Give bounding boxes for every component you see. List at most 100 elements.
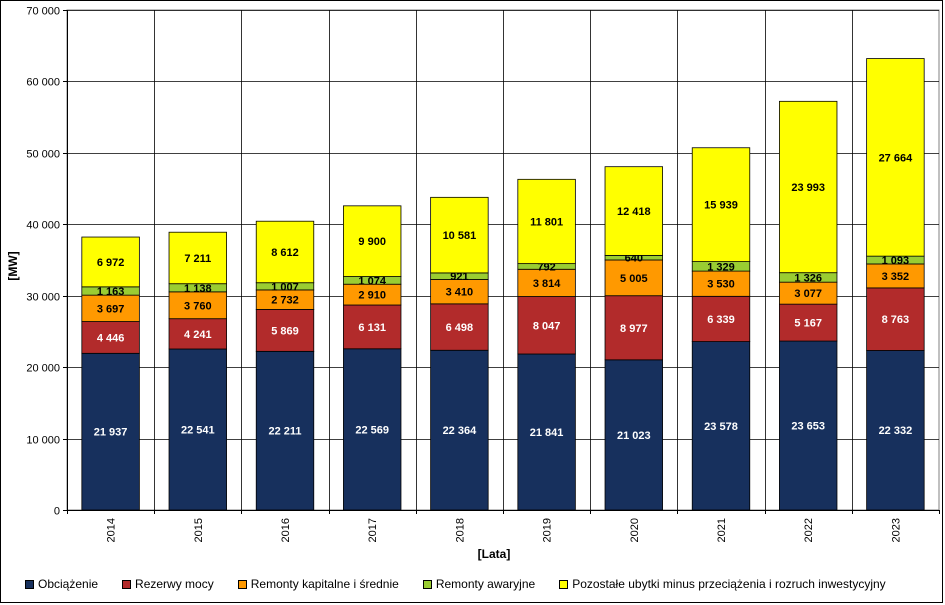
bar-segment-2020-2 — [604, 295, 663, 361]
data-label: 12 418 — [617, 206, 651, 218]
bar-segment-2019-1 — [517, 353, 576, 511]
data-label: 23 578 — [704, 421, 738, 433]
y-tick-label: 60 000 — [26, 77, 60, 89]
bar-segment-2015-2 — [168, 318, 227, 350]
data-label: 11 801 — [530, 216, 563, 228]
data-label: 6 339 — [707, 314, 735, 326]
y-tick-label: 40 000 — [26, 220, 60, 232]
x-tick-label: 2020 — [629, 518, 641, 542]
y-tick-label: 50 000 — [26, 149, 60, 161]
bar-segment-2016-1 — [255, 350, 315, 511]
axis-layer: 0 10 000 20 000 30 000 40 000 50 000 60 000 70 … — [26, 6, 940, 542]
data-label: 1 138 — [184, 283, 212, 295]
data-label: 2 732 — [271, 295, 299, 307]
data-label: 9 900 — [358, 236, 386, 248]
bar-segment-2018-5 — [430, 196, 489, 274]
bar-segment-2019-3 — [517, 268, 576, 297]
data-label: 3 697 — [97, 303, 125, 315]
x-tick-label: 2014 — [106, 518, 118, 542]
y-tick-label: 30 000 — [26, 292, 60, 304]
x-tick-label: 2016 — [280, 518, 292, 542]
legend-swatch — [122, 579, 132, 589]
legend-item: Rezerwy mocy — [122, 577, 214, 591]
x-tick-label: 2021 — [716, 518, 728, 542]
bar-segment-2022-1 — [779, 340, 838, 511]
x-tick-label: 2019 — [542, 518, 554, 542]
data-label: 8 612 — [271, 247, 299, 259]
bar-segment-2014-2 — [81, 321, 140, 354]
legend-item: Obciążenie — [25, 577, 98, 591]
data-label: 21 023 — [617, 430, 651, 442]
bar-segment-2016-2 — [255, 309, 315, 352]
data-label: 15 939 — [704, 200, 738, 212]
legend: Obciążenie Rezerwy mocy Remonty kapitalne … — [25, 577, 910, 591]
data-label: 1 163 — [97, 286, 125, 298]
x-tick-label: 2015 — [193, 518, 205, 542]
data-label: 8 763 — [882, 314, 910, 326]
legend-label: Remonty awaryjne — [435, 577, 536, 591]
bar-segment-2014-1 — [81, 352, 140, 511]
bar-segment-2019-2 — [517, 296, 576, 355]
data-label: 6 498 — [446, 322, 474, 334]
legend-label: Pozostałe ubytki minus przeciążenia i ro… — [572, 577, 886, 591]
y-tick-label: 10 000 — [26, 435, 60, 447]
bar-segment-2021-5 — [691, 147, 751, 262]
data-label: 21 841 — [530, 427, 564, 439]
bar-segment-2020-5 — [604, 166, 663, 256]
legend-label: Obciążenie — [38, 577, 99, 591]
data-label: 1 329 — [707, 261, 735, 273]
data-label: 2 910 — [358, 290, 386, 302]
bar-segment-2015-1 — [168, 348, 227, 511]
bar-segment-2016-5 — [255, 220, 315, 284]
data-label: 5 167 — [794, 318, 822, 330]
x-tick-label: 2022 — [803, 518, 815, 542]
bar-segment-2023-5 — [866, 58, 925, 257]
legend-item: Remonty kapitalne i średnie — [237, 577, 399, 591]
legend-swatch — [25, 579, 34, 589]
data-label: 22 332 — [879, 425, 913, 437]
legend-label: Remonty kapitalne i średnie — [250, 577, 399, 591]
data-label: 1 326 — [794, 272, 822, 284]
x-tick-label: 2017 — [367, 518, 379, 542]
data-label: 5 869 — [271, 325, 299, 337]
data-label: 22 364 — [443, 425, 478, 437]
data-label: 3 410 — [446, 287, 474, 299]
bar-segment-2017-5 — [343, 205, 402, 277]
data-label: 23 993 — [791, 182, 825, 194]
bar-segment-2017-1 — [343, 348, 402, 511]
bar-segment-2023-2 — [866, 287, 925, 351]
bar-segment-2020-3 — [604, 259, 663, 297]
data-label: 4 446 — [97, 332, 125, 344]
data-label: 23 653 — [791, 421, 825, 433]
legend-item: Pozostałe ubytki minus przeciążenia i ro… — [559, 577, 886, 591]
bar-segment-2022-2 — [779, 303, 838, 342]
data-label: 3 760 — [184, 300, 212, 312]
bar-segment-2023-1 — [866, 350, 925, 511]
data-label: 27 664 — [879, 152, 914, 164]
data-label: 3 814 — [533, 278, 561, 290]
data-label: 1 093 — [882, 255, 910, 267]
legend-swatch — [559, 579, 569, 589]
data-label: 1 007 — [271, 281, 299, 293]
data-label: 22 569 — [355, 424, 389, 436]
legend-label: Rezerwy mocy — [135, 577, 214, 591]
bar-segment-2014-5 — [81, 236, 140, 288]
bar-segment-2018-1 — [430, 349, 489, 511]
bar-segment-2018-3 — [430, 279, 489, 305]
bar-segment-2021-2 — [691, 295, 751, 342]
x-axis-label: [Lata] — [478, 547, 511, 561]
bar-segment-2017-2 — [343, 304, 402, 350]
bar-segment-2015-3 — [168, 291, 227, 320]
data-label: 921 — [450, 271, 468, 283]
data-label: 5 005 — [620, 273, 648, 285]
y-axis-label: [MW] — [6, 251, 20, 280]
data-label: 4 241 — [184, 329, 212, 341]
data-label: 792 — [537, 261, 555, 273]
data-label: 21 937 — [94, 427, 128, 439]
data-label: 3 352 — [882, 271, 910, 283]
data-label: 8 047 — [533, 320, 561, 332]
bar-segment-2021-1 — [691, 341, 751, 511]
y-tick-label: 20 000 — [26, 363, 60, 375]
data-label: 3 530 — [707, 279, 735, 291]
